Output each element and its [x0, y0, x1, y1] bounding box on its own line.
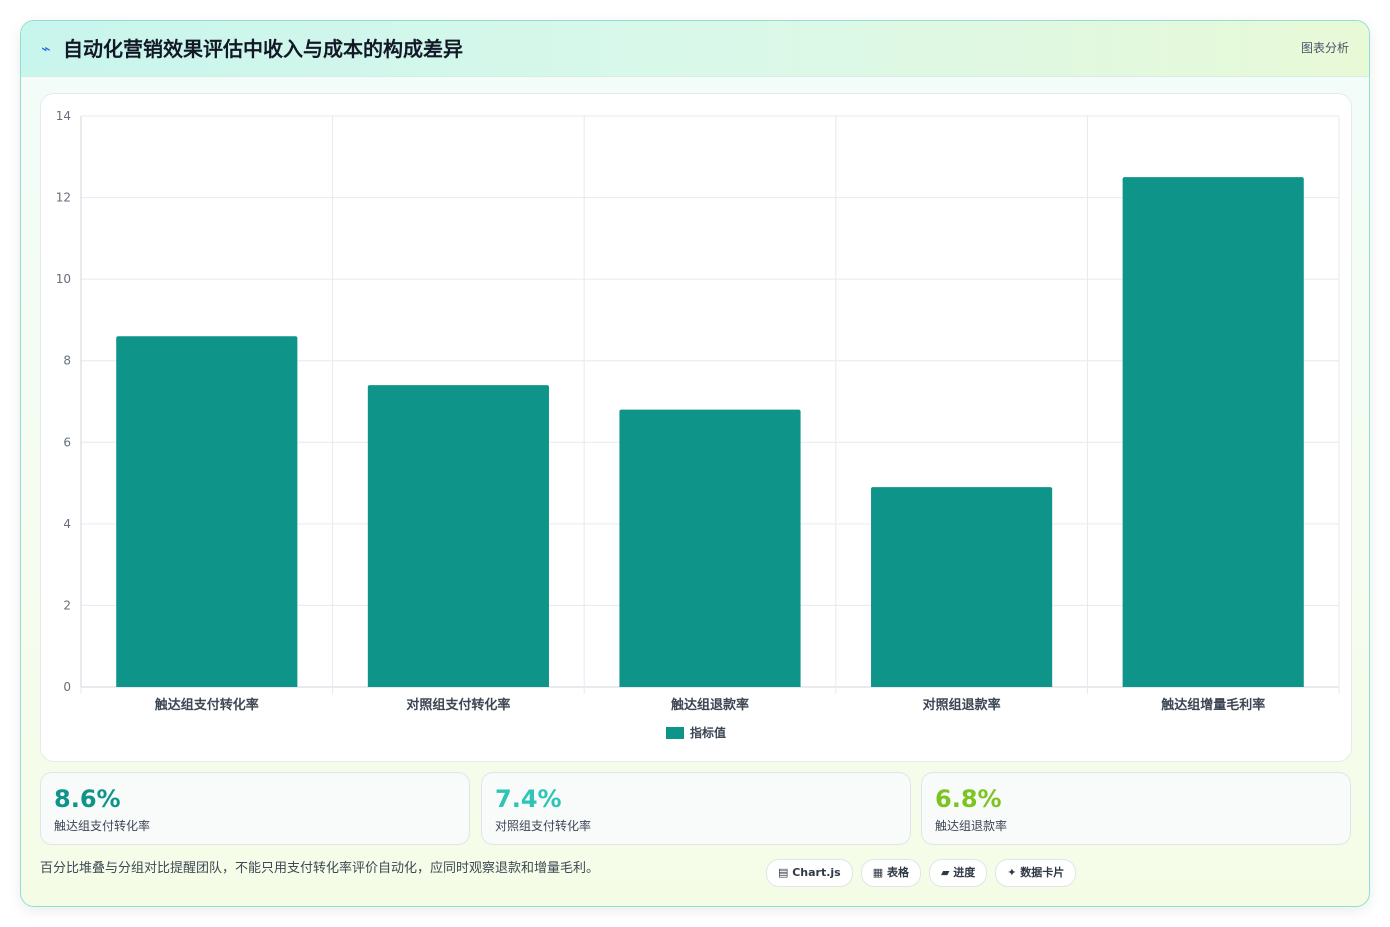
pill-table[interactable]: ▦ 表格 [860, 859, 921, 887]
page-title: 自动化营销效果评估中收入与成本的构成差异 [63, 37, 463, 61]
chart-panel: 0 2 4 6 8 10 12 14 触达组支付转化率 对照组支付转化率 触达组退款率 对照组退款率 触… [40, 93, 1352, 762]
pill-progress[interactable]: ▰ 进度 [928, 859, 988, 887]
stat-card-3: 6.8% 触达组退款率 [921, 772, 1351, 845]
y-tick-label: 4 [63, 517, 71, 531]
bar [116, 336, 298, 687]
stat-label: 触达组退款率 [935, 819, 1008, 833]
bar [1122, 177, 1304, 687]
x-tick-label: 触达组退款率 [670, 697, 749, 713]
x-tick-label: 触达组支付转化率 [154, 697, 259, 713]
y-tick-label: 8 [63, 354, 71, 368]
y-tick-label: 6 [63, 435, 71, 449]
bar [619, 409, 801, 687]
bar [871, 487, 1053, 687]
stat-card-1: 8.6% 触达组支付转化率 [40, 772, 470, 845]
x-tick-label: 对照组支付转化率 [406, 697, 510, 713]
stat-value: 8.6% [54, 785, 121, 813]
stat-value: 6.8% [935, 785, 1002, 813]
stat-label: 触达组支付转化率 [54, 819, 151, 833]
y-tick-label: 14 [56, 109, 71, 123]
y-tick-label: 2 [63, 598, 71, 612]
x-tick-label: 对照组退款率 [923, 697, 1001, 713]
pill-chartjs[interactable]: ▤ Chart.js [766, 859, 853, 887]
pill-data-card[interactable]: ✦ 数据卡片 [995, 859, 1077, 887]
report-card: ⌁ 自动化营销效果评估中收入与成本的构成差异 图表分析 0 2 4 6 8 10 12 14 触… [20, 20, 1370, 907]
x-tick-label: 触达组增量毛利率 [1160, 697, 1265, 713]
card-header: ⌁ 自动化营销效果评估中收入与成本的构成差异 图表分析 [21, 21, 1369, 77]
trend-icon: ⌁ [41, 39, 51, 58]
bar [367, 385, 549, 687]
stat-card-2: 7.4% 对照组支付转化率 [481, 772, 911, 845]
feature-pills: ▤ Chart.js ▦ 表格 ▰ 进度 ✦ 数据卡片 [766, 859, 1077, 887]
y-tick-label: 0 [63, 680, 71, 694]
y-tick-label: 12 [56, 191, 71, 205]
y-tick-label: 10 [56, 272, 71, 286]
legend-label: 指标值 [690, 725, 726, 740]
stat-label: 对照组支付转化率 [495, 819, 592, 833]
legend-swatch [666, 727, 684, 739]
bar-chart: 0 2 4 6 8 10 12 14 触达组支付转化率 对照组支付转化率 触达组退款率 对照组退款率 触… [56, 109, 1340, 740]
footnote: 百分比堆叠与分组对比提醒团队，不能只用支付转化率评价自动化，应同时观察退款和增量… [40, 861, 600, 876]
header-tag: 图表分析 [1300, 41, 1349, 55]
stat-value: 7.4% [495, 785, 562, 813]
